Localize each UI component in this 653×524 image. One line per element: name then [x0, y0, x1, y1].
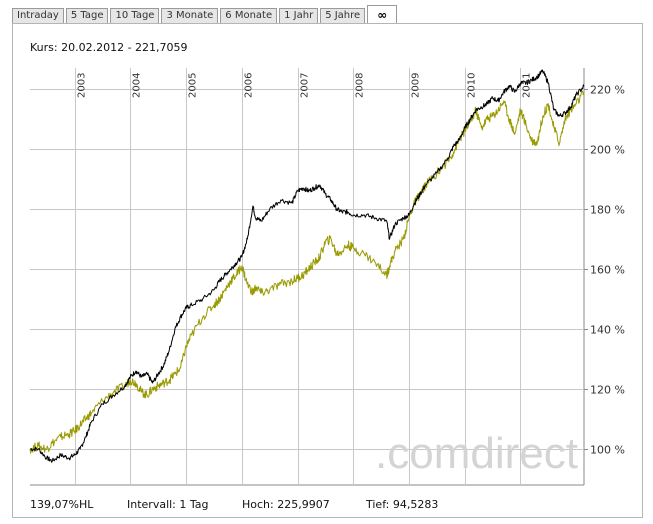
chart-frame	[12, 23, 643, 518]
benchmark-line	[29, 90, 585, 454]
interval-value: Intervall: 1 Tag	[127, 498, 209, 511]
x-tick-label: 2011	[522, 73, 533, 98]
x-tick-label: 2009	[411, 73, 422, 98]
y-tick-label: 100 %	[590, 444, 625, 457]
performance-value: 139,07%HL	[30, 498, 94, 511]
tab-max[interactable]: ∞	[367, 5, 398, 23]
tab-5-tage[interactable]: 5 Tage	[65, 8, 109, 23]
chart-labels: 2003 2004 2005 2006 2007 2008 2009 2010 2011 100 …	[77, 73, 625, 457]
tab-10-tage[interactable]: 10 Tage	[110, 8, 160, 23]
tab-3-monate[interactable]: 3 Monate	[161, 8, 219, 23]
chart-series	[29, 69, 585, 463]
x-tick-label: 2010	[467, 73, 478, 98]
tab-1-jahr[interactable]: 1 Jahr	[279, 8, 319, 23]
high-value: Hoch: 225,9907	[242, 498, 330, 511]
y-tick-label: 180 %	[590, 204, 625, 217]
y-tick-label: 200 %	[590, 144, 625, 157]
y-tick-label: 140 %	[590, 324, 625, 337]
y-tick-label: 160 %	[590, 264, 625, 277]
x-tick-label: 2003	[77, 73, 88, 98]
x-tick-label: 2006	[244, 73, 255, 98]
tab-6-monate[interactable]: 6 Monate	[220, 8, 278, 23]
low-value: Tief: 94,5283	[366, 498, 439, 511]
tab-intraday[interactable]: Intraday	[12, 8, 64, 23]
y-tick-label: 220 %	[590, 84, 625, 97]
x-tick-label: 2004	[132, 73, 143, 98]
price-label: Kurs: 20.02.2012 - 221,7059	[30, 41, 188, 54]
x-tick-label: 2007	[300, 73, 311, 98]
period-tabs: Intraday 5 Tage 10 Tage 3 Monate 6 Monat…	[12, 5, 399, 24]
chart-grid	[30, 68, 588, 486]
comdirect-watermark: .comdirect	[375, 429, 578, 478]
x-tick-label: 2005	[188, 73, 199, 98]
instrument-line	[30, 69, 585, 463]
x-tick-label: 2008	[355, 73, 366, 98]
y-tick-label: 120 %	[590, 384, 625, 397]
tab-5-jahre[interactable]: 5 Jahre	[320, 8, 366, 23]
